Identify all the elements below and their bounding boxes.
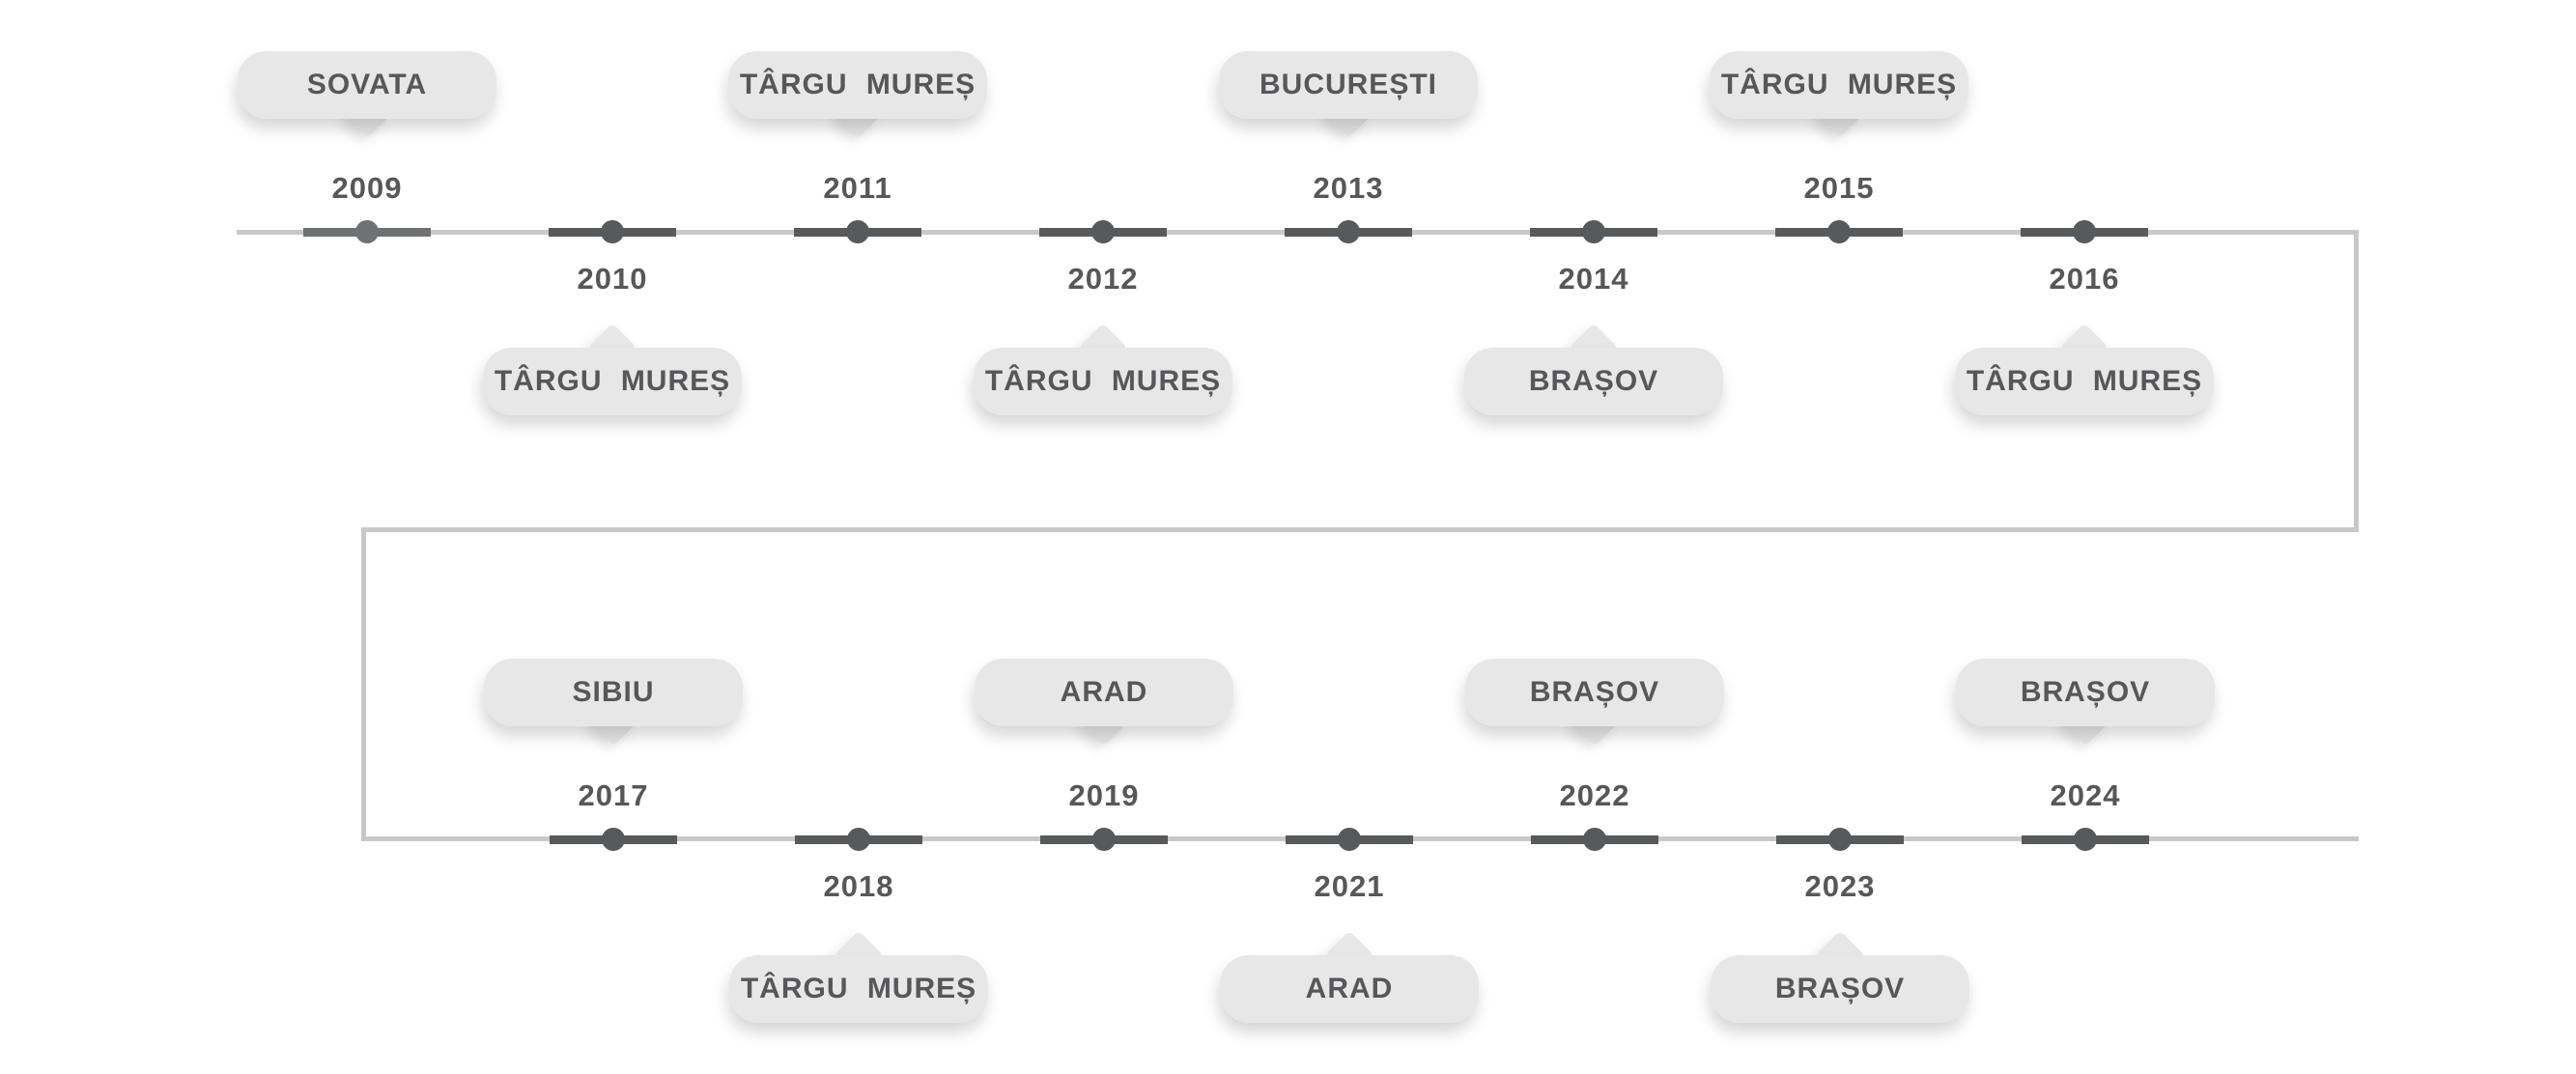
year-label: 2023 — [1804, 869, 1876, 903]
city-bubble: TÂRGU MUREȘ — [974, 323, 1232, 415]
bubble-body: BRAȘOV — [1465, 659, 1724, 726]
bubble-body: BUCUREȘTI — [1219, 51, 1478, 119]
city-label: BRAȘOV — [1774, 973, 1906, 1004]
bubble-body: SOVATA — [238, 51, 496, 119]
marker-dot — [601, 220, 624, 243]
year-label: 2009 — [331, 171, 403, 205]
city-label: TÂRGU MUREȘ — [739, 69, 977, 100]
year-label: 2021 — [1314, 869, 1385, 903]
city-bubble: ARAD — [975, 659, 1233, 747]
city-bubble: BRAȘOV — [1465, 659, 1724, 747]
bubble-body: TÂRGU MUREȘ — [1710, 51, 1968, 119]
timeline-connector-middle — [361, 527, 2359, 532]
year-label: 2016 — [2049, 262, 2120, 296]
year-label: 2010 — [577, 262, 648, 296]
city-label: TÂRGU MUREȘ — [984, 365, 1222, 397]
year-label: 2013 — [1313, 171, 1384, 205]
city-bubble: SIBIU — [484, 659, 743, 747]
city-bubble: BRAȘOV — [1956, 659, 2215, 747]
timeline-connector-right — [2354, 230, 2359, 532]
bubble-body: BRAȘOV — [1711, 955, 1969, 1023]
marker-dot — [1338, 828, 1361, 851]
bubble-body: BRAȘOV — [1464, 348, 1723, 415]
bubble-body: BRAȘOV — [1956, 659, 2215, 726]
city-bubble: TÂRGU MUREȘ — [1955, 323, 2214, 415]
bubble-body: ARAD — [1220, 955, 1479, 1023]
bubble-body: TÂRGU MUREȘ — [1955, 348, 2214, 415]
year-label: 2022 — [1559, 778, 1630, 812]
year-label: 2012 — [1067, 262, 1139, 296]
city-bubble: TÂRGU MUREȘ — [729, 930, 988, 1023]
marker-dot — [2074, 828, 2097, 851]
marker-dot — [602, 828, 625, 851]
bubble-body: SIBIU — [484, 659, 743, 726]
marker-dot — [1337, 220, 1360, 243]
marker-dot — [1828, 828, 1852, 851]
city-label: TÂRGU MUREȘ — [494, 365, 731, 397]
year-label: 2019 — [1068, 778, 1140, 812]
city-label: BRAȘOV — [1528, 365, 1659, 397]
marker-dot — [1582, 220, 1605, 243]
marker-dot — [847, 828, 870, 851]
year-label: 2011 — [823, 171, 892, 205]
bubble-body: TÂRGU MUREȘ — [728, 51, 987, 119]
city-bubble: TÂRGU MUREȘ — [728, 51, 987, 139]
city-label: BRAȘOV — [1529, 676, 1660, 708]
city-label: BUCUREȘTI — [1259, 69, 1437, 100]
bubble-body: TÂRGU MUREȘ — [729, 955, 988, 1023]
city-label: SIBIU — [572, 676, 655, 708]
year-label: 2017 — [578, 778, 649, 812]
city-label: TÂRGU MUREȘ — [1720, 69, 1958, 100]
city-bubble: ARAD — [1220, 930, 1479, 1023]
city-bubble: TÂRGU MUREȘ — [483, 323, 742, 415]
marker-dot — [1583, 828, 1606, 851]
city-label: ARAD — [1060, 676, 1148, 708]
city-bubble: BUCUREȘTI — [1219, 51, 1478, 139]
marker-dot — [1092, 828, 1116, 851]
year-label: 2015 — [1803, 171, 1875, 205]
city-bubble: BRAȘOV — [1711, 930, 1969, 1023]
bubble-body: TÂRGU MUREȘ — [974, 348, 1232, 415]
timeline-connector-left — [361, 527, 366, 840]
city-bubble: BRAȘOV — [1464, 323, 1723, 415]
year-label: 2014 — [1558, 262, 1629, 296]
city-label: SOVATA — [306, 69, 428, 100]
marker-dot — [355, 220, 379, 243]
marker-dot — [2073, 220, 2096, 243]
marker-dot — [1091, 220, 1115, 243]
year-label: 2024 — [2050, 778, 2121, 812]
city-bubble: TÂRGU MUREȘ — [1710, 51, 1968, 139]
city-label: ARAD — [1305, 973, 1394, 1004]
city-label: TÂRGU MUREȘ — [1966, 365, 2203, 397]
bubble-body: ARAD — [975, 659, 1233, 726]
city-bubble: SOVATA — [238, 51, 496, 139]
city-label: TÂRGU MUREȘ — [740, 973, 977, 1004]
bubble-body: TÂRGU MUREȘ — [483, 348, 742, 415]
marker-dot — [1827, 220, 1851, 243]
marker-dot — [846, 220, 869, 243]
year-label: 2018 — [823, 869, 894, 903]
city-label: BRAȘOV — [2020, 676, 2151, 708]
